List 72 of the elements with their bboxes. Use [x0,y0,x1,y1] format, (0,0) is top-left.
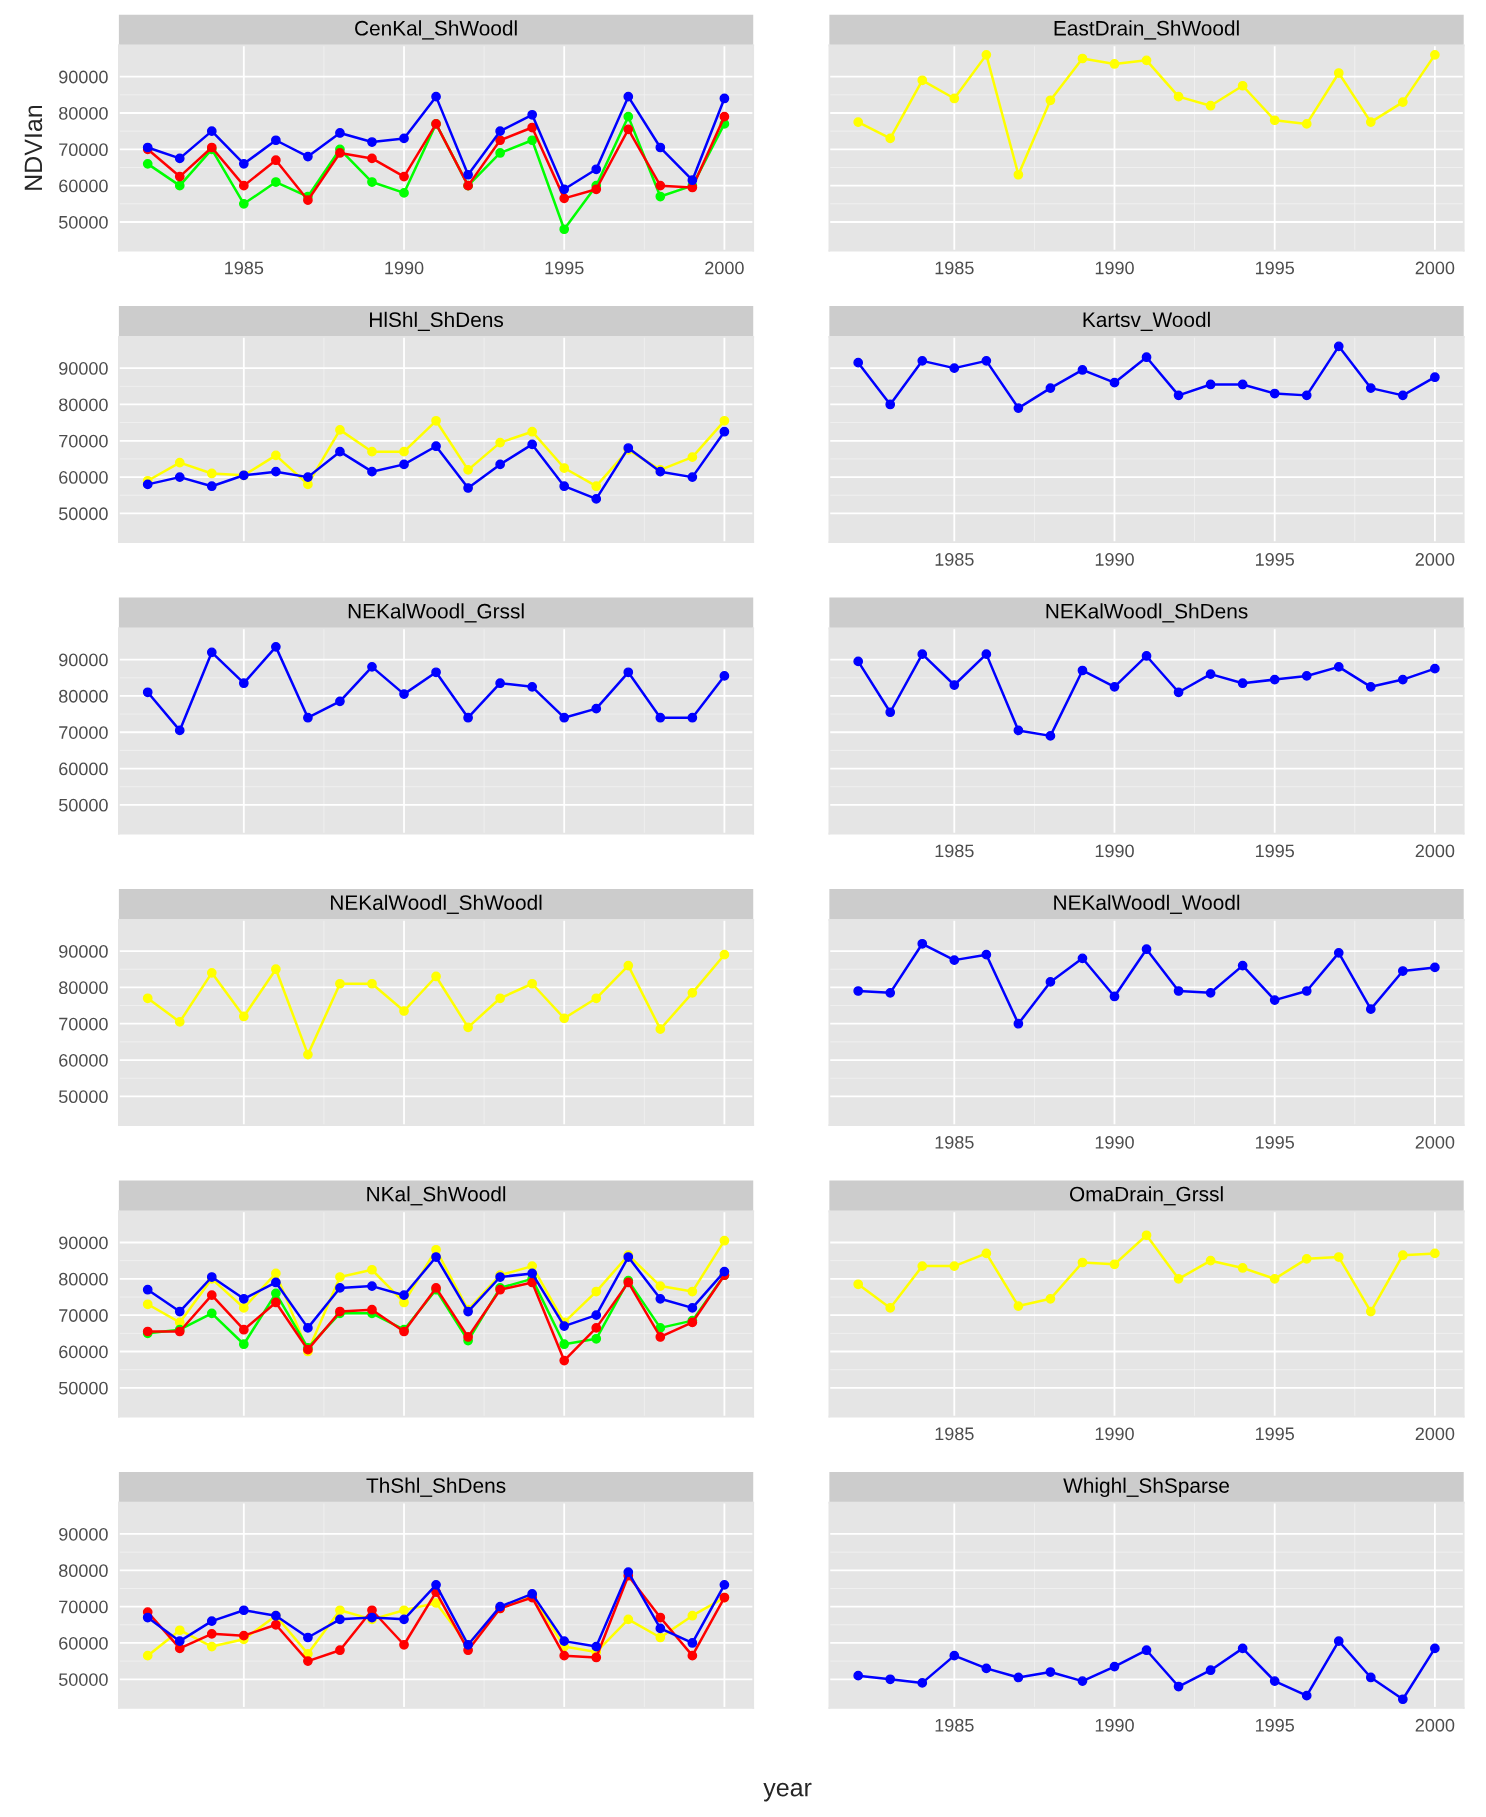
x-tick-label: 1985 [225,261,264,275]
chart-title: NEKalWoodl_Woodl [1054,894,1240,914]
y-tick-label: 60000 [59,179,108,193]
y-tick-label: 60000 [59,762,108,776]
x-tick-label: 1995 [1255,261,1295,275]
y-tick-label: 90000 [59,1236,108,1250]
y-tick-label: 60000 [59,1636,108,1650]
x-axis-title: year [763,1782,812,1802]
x-tick-label: 1995 [1255,1427,1295,1441]
y-tick-label: 70000 [59,143,108,157]
chart-title: NEKalWoodl_ShDens [1046,603,1248,623]
chart-title: NEKalWoodl_Grssl [348,603,524,623]
y-tick-label: 50000 [58,507,108,521]
y-tick-label: 90000 [59,362,108,375]
y-tick-label: 70000 [59,1309,108,1322]
y-tick-label: 50000 [58,798,108,812]
x-tick-label: 2000 [1415,1135,1455,1149]
y-tick-label: 80000 [59,106,108,120]
x-tick-label: 1990 [385,261,424,275]
y-tick-label: 50000 [58,1381,108,1395]
x-tick-label: 1985 [935,844,974,858]
x-tick-label: 2000 [1415,1427,1455,1441]
x-tick-label: 1990 [1095,261,1134,275]
chart-title: Kartsv_Woodl [1083,311,1210,332]
y-tick-label: 50000 [58,1673,108,1686]
x-tick-label: 1985 [935,1427,974,1441]
chart-title: HlShl_ShDens [370,311,504,332]
x-tick-label: 1995 [1255,844,1295,858]
chart-title: NKal_ShWoodl [367,1186,506,1206]
y-tick-label: 80000 [59,689,108,703]
x-tick-label: 1985 [935,1718,974,1732]
y-tick-label: 70000 [59,434,108,448]
chart-title: Whighl_ShSparse [1063,1477,1229,1498]
y-tick-label: 60000 [59,1345,108,1359]
y-axis-title: NDVIan [24,105,43,190]
x-tick-label: 1985 [935,261,974,275]
chart-title: EastDrain_ShWoodl [1054,20,1239,40]
x-tick-label: 2000 [1415,553,1455,566]
x-tick-label: 2000 [705,261,744,275]
x-tick-label: 1995 [1255,1135,1295,1149]
x-tick-label: 2000 [1415,844,1455,858]
x-tick-label: 1990 [1095,1135,1134,1149]
y-tick-label: 70000 [59,1600,108,1614]
x-tick-label: 1990 [1095,1427,1134,1441]
chart-title: NEKalWoodl_ShWoodl [331,894,542,914]
x-tick-label: 2000 [1415,1718,1455,1732]
x-tick-label: 1990 [1095,1718,1134,1732]
y-tick-label: 90000 [59,70,108,84]
x-tick-label: 1995 [1255,1718,1295,1732]
y-tick-label: 90000 [59,653,108,667]
y-tick-label: 80000 [59,1564,108,1578]
x-tick-label: 2000 [1415,261,1455,275]
y-tick-label: 50000 [58,215,108,229]
y-tick-label: 70000 [59,726,108,739]
chart-title: OmaDrain_Grssl [1069,1186,1223,1206]
y-tick-label: 60000 [59,471,108,484]
y-tick-label: 60000 [59,1053,108,1067]
x-tick-label: 1985 [935,1135,974,1149]
x-tick-label: 1995 [545,261,584,275]
y-tick-label: 90000 [59,1527,108,1541]
x-tick-label: 1985 [935,553,974,566]
x-tick-label: 1995 [1255,553,1295,566]
chart-title: CenKal_ShWoodl [355,20,517,40]
y-tick-label: 90000 [59,944,108,958]
chart-title: ThShl_ShDens [366,1477,506,1497]
x-tick-label: 1990 [1095,844,1134,858]
y-tick-label: 80000 [59,398,108,412]
y-tick-label: 50000 [58,1090,108,1104]
y-tick-label: 80000 [59,981,108,995]
y-tick-label: 70000 [59,1017,108,1031]
x-tick-label: 1990 [1095,553,1134,566]
y-tick-label: 80000 [59,1272,108,1286]
